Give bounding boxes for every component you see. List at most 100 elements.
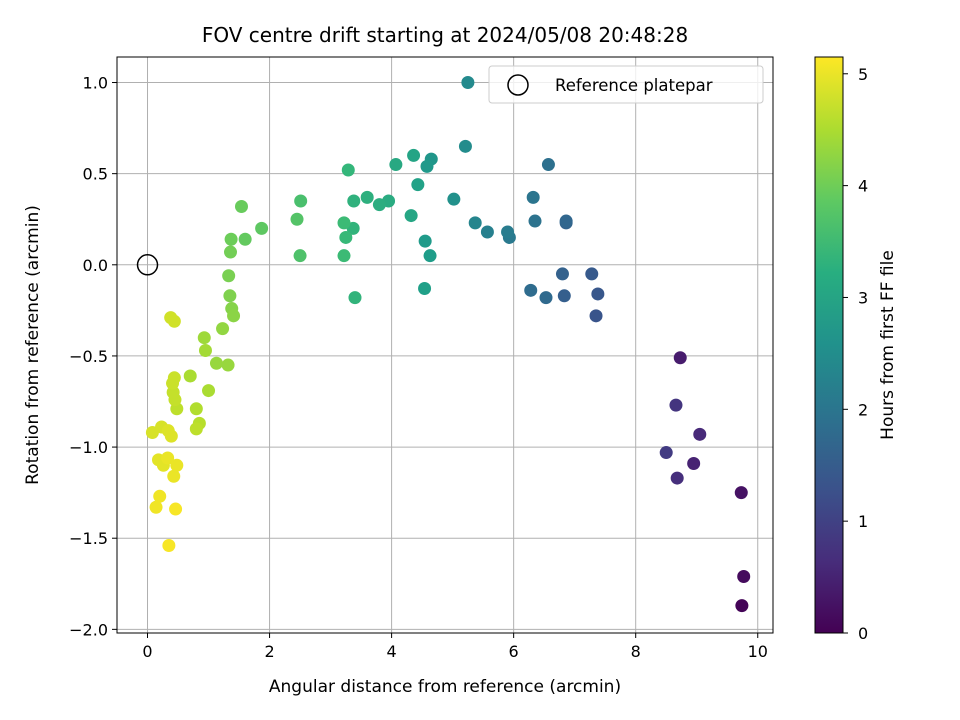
legend-label-reference: Reference platepar: [555, 76, 713, 95]
data-point: [360, 190, 374, 204]
x-axis: 0 2 4 6 8 10: [142, 633, 768, 661]
data-point: [223, 289, 237, 303]
data-point: [149, 500, 163, 514]
legend-marker-reference: [507, 74, 529, 96]
x-tick-label: 6: [509, 642, 519, 661]
plot-frame: [116, 56, 774, 634]
data-point: [737, 569, 751, 583]
data-point: [659, 446, 673, 460]
data-point: [189, 422, 203, 436]
data-point: [290, 212, 304, 226]
data-point: [669, 398, 683, 412]
grid-lines: [117, 57, 773, 633]
data-point: [585, 267, 599, 281]
data-point: [418, 281, 432, 295]
data-point: [189, 402, 203, 416]
data-point: [164, 429, 178, 443]
colorbar-tick-label: 3: [858, 288, 868, 307]
data-point: [458, 139, 472, 153]
colorbar-tick-label: 5: [858, 65, 868, 84]
data-point: [197, 331, 211, 345]
data-point: [411, 178, 425, 192]
chart-title: FOV centre drift starting at 2024/05/08 …: [202, 23, 688, 47]
reference-platepar-marker: [136, 254, 159, 276]
data-point: [501, 225, 515, 239]
colorbar-fill: [814, 56, 844, 634]
y-tick-label: 0.0: [83, 256, 108, 275]
legend-box: [488, 65, 764, 104]
x-tick-label: 10: [748, 642, 768, 661]
data-point: [447, 192, 461, 206]
data-point: [468, 216, 482, 230]
data-point: [337, 249, 351, 263]
data-point: [423, 249, 437, 263]
data-point: [673, 351, 687, 365]
data-point: [480, 225, 494, 239]
colorbar-label: Hours from first FF file: [878, 250, 898, 440]
data-point: [528, 214, 542, 228]
data-point: [183, 369, 197, 383]
data-point: [170, 458, 184, 472]
data-point: [161, 451, 175, 465]
data-point: [294, 194, 308, 208]
data-point: [167, 314, 181, 328]
colorbar-ticks: 0 1 2 3 4 5: [843, 65, 868, 643]
data-point: [238, 232, 252, 246]
data-point: [255, 221, 269, 235]
data-point: [348, 291, 362, 305]
data-point: [735, 599, 749, 613]
data-point: [339, 230, 353, 244]
scatter-points: [145, 76, 751, 613]
x-tick-label: 4: [387, 642, 397, 661]
data-point: [418, 234, 432, 248]
data-point: [337, 216, 351, 230]
data-point: [420, 159, 434, 173]
y-tick-label: −2.0: [69, 620, 108, 639]
data-point: [557, 289, 571, 303]
data-point: [162, 539, 176, 553]
data-point: [224, 232, 238, 246]
data-point: [541, 158, 555, 172]
y-tick-label: 1.0: [83, 74, 108, 93]
data-point: [524, 283, 538, 297]
data-point: [347, 194, 361, 208]
data-point: [202, 384, 216, 398]
data-point: [222, 269, 236, 283]
y-tick-label: −0.5: [69, 347, 108, 366]
data-point: [589, 309, 603, 323]
data-point: [407, 148, 421, 162]
legend: Reference platepar: [488, 65, 764, 104]
colorbar-tick-label: 4: [858, 177, 868, 196]
data-point: [526, 190, 540, 204]
data-point: [687, 456, 701, 470]
x-axis-title: Angular distance from reference (arcmin): [269, 677, 621, 697]
data-point: [209, 356, 223, 370]
data-point: [670, 471, 684, 485]
data-point: [734, 486, 748, 500]
data-point: [293, 249, 307, 263]
y-axis: −2.0 −1.5 −1.0 −0.5 0.0 0.5 1.0: [69, 74, 117, 639]
data-point: [227, 309, 241, 323]
data-point: [167, 469, 181, 483]
y-tick-label: −1.5: [69, 529, 108, 548]
data-point: [372, 198, 386, 212]
data-point: [169, 502, 183, 516]
y-axis-title: Rotation from reference (arcmin): [23, 205, 43, 485]
data-point: [404, 209, 418, 223]
data-point: [224, 245, 238, 259]
y-tick-label: −1.0: [69, 438, 108, 457]
data-point: [341, 163, 355, 177]
data-point: [389, 158, 403, 172]
colorbar: 0 1 2 3 4 5 Hours from first FF file: [814, 56, 898, 643]
y-tick-label: 0.5: [83, 165, 108, 184]
data-point: [216, 322, 230, 336]
colorbar-tick-label: 1: [858, 512, 868, 531]
data-point: [167, 371, 181, 385]
data-point: [221, 358, 235, 372]
colorbar-tick-label: 0: [858, 624, 868, 643]
data-point: [591, 287, 605, 301]
data-point: [461, 76, 475, 90]
data-point: [559, 214, 573, 228]
x-tick-label: 0: [142, 642, 152, 661]
